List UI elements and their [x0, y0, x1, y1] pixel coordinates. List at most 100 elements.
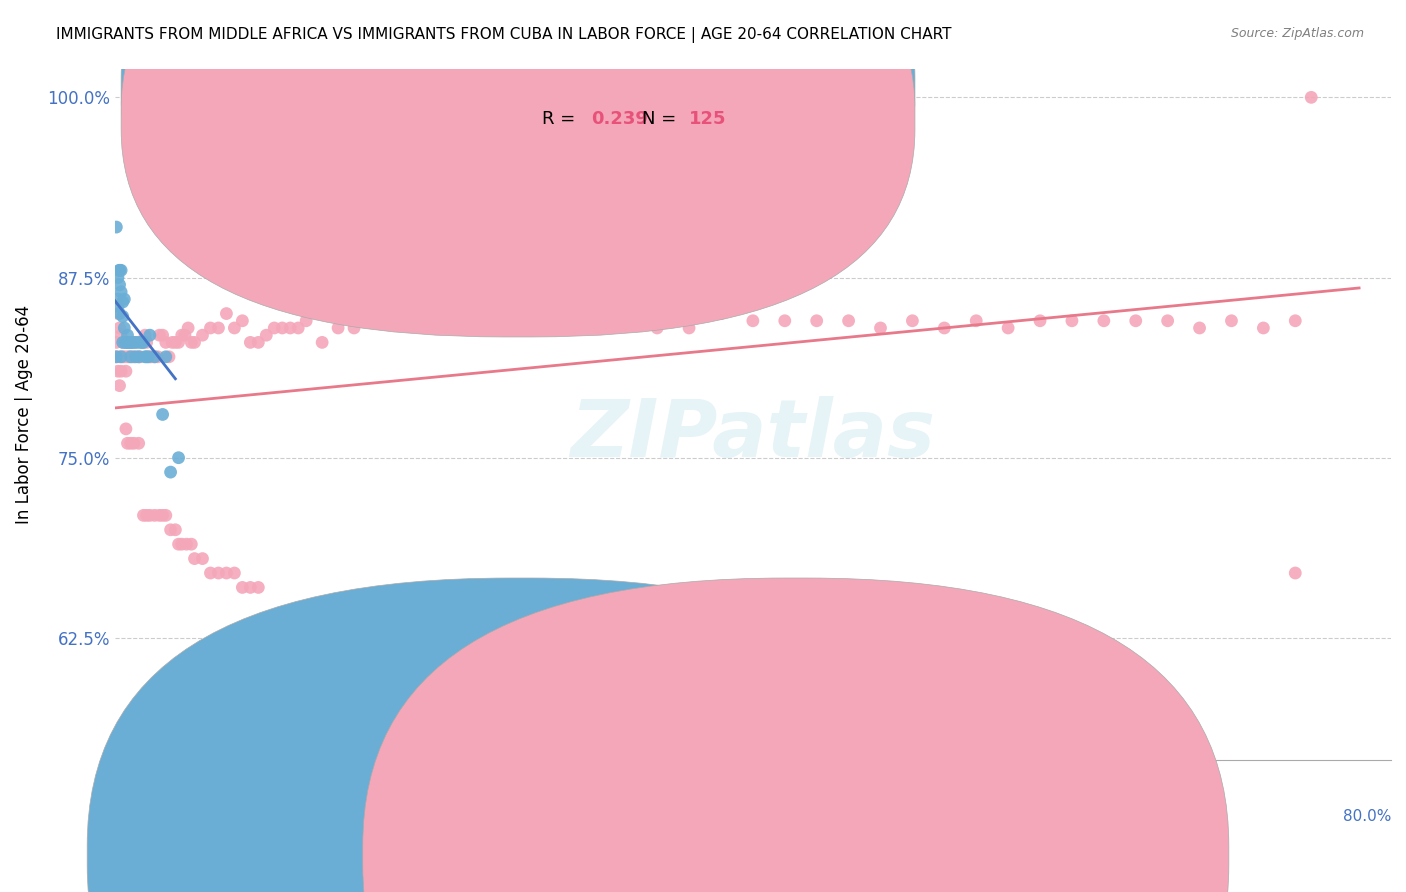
Text: 0.415: 0.415	[591, 78, 648, 97]
Point	[934, 321, 956, 335]
Point	[121, 350, 143, 364]
Point	[120, 350, 142, 364]
Point	[502, 307, 524, 321]
Point	[534, 314, 557, 328]
Text: N =: N =	[643, 110, 676, 128]
Point	[157, 350, 180, 364]
Text: 80.0%: 80.0%	[1343, 809, 1391, 824]
Point	[111, 310, 134, 324]
Point	[120, 335, 142, 350]
Point	[108, 263, 131, 277]
Point	[105, 220, 128, 235]
Point	[120, 335, 142, 350]
Point	[165, 523, 187, 537]
Point	[231, 314, 253, 328]
Point	[200, 566, 222, 580]
Point	[215, 307, 238, 321]
Point	[263, 321, 285, 335]
Point	[1060, 314, 1083, 328]
Point	[122, 350, 145, 364]
FancyBboxPatch shape	[475, 60, 789, 160]
Point	[278, 321, 301, 335]
Point	[111, 295, 134, 310]
Point	[117, 350, 139, 364]
Point	[142, 191, 165, 205]
Point	[121, 335, 143, 350]
Point	[359, 314, 381, 328]
Point	[108, 378, 131, 392]
Point	[135, 350, 157, 364]
Point	[278, 638, 301, 652]
Point	[110, 364, 132, 378]
Point	[111, 350, 134, 364]
Point	[134, 328, 156, 343]
Point	[128, 436, 150, 450]
Point	[174, 328, 197, 343]
Point	[110, 328, 132, 343]
Point	[131, 335, 153, 350]
Point	[120, 436, 142, 450]
Point	[105, 335, 128, 350]
Point	[111, 335, 134, 350]
Point	[183, 335, 205, 350]
Point	[741, 314, 763, 328]
Point	[1156, 314, 1178, 328]
Point	[160, 335, 183, 350]
Point	[1188, 321, 1211, 335]
Text: 0.239: 0.239	[591, 110, 648, 128]
Point	[112, 321, 135, 335]
Point	[148, 328, 170, 343]
Point	[645, 321, 668, 335]
Point	[124, 350, 146, 364]
Point	[224, 566, 246, 580]
Point	[200, 321, 222, 335]
Point	[139, 350, 162, 364]
Point	[159, 523, 181, 537]
Point	[177, 321, 200, 335]
Point	[295, 314, 318, 328]
Point	[110, 350, 132, 364]
Point	[118, 335, 141, 350]
Point	[439, 314, 461, 328]
Point	[326, 321, 349, 335]
Point	[406, 314, 429, 328]
Point	[125, 335, 148, 350]
Point	[134, 350, 156, 364]
Point	[224, 321, 246, 335]
Point	[614, 314, 637, 328]
Point	[110, 285, 132, 299]
Point	[1301, 90, 1323, 104]
Point	[1284, 314, 1306, 328]
Point	[1029, 314, 1052, 328]
Point	[105, 350, 128, 364]
Point	[180, 537, 202, 551]
Point	[115, 335, 138, 350]
Point	[152, 408, 174, 422]
Point	[112, 350, 135, 364]
Point	[170, 537, 193, 551]
Point	[136, 350, 159, 364]
Point	[806, 314, 828, 328]
Text: IMMIGRANTS FROM MIDDLE AFRICA VS IMMIGRANTS FROM CUBA IN LABOR FORCE | AGE 20-64: IMMIGRANTS FROM MIDDLE AFRICA VS IMMIGRA…	[56, 27, 952, 43]
Point	[143, 350, 166, 364]
Point	[170, 328, 193, 343]
Point	[139, 508, 162, 523]
Point	[901, 314, 924, 328]
Point	[135, 508, 157, 523]
Point	[239, 335, 262, 350]
Point	[108, 321, 131, 335]
Point	[152, 328, 174, 343]
Point	[141, 350, 163, 364]
Point	[129, 350, 152, 364]
Point	[112, 292, 135, 306]
Point	[423, 314, 446, 328]
Point	[550, 314, 572, 328]
Point	[159, 465, 181, 479]
Point	[343, 321, 366, 335]
Point	[295, 624, 318, 638]
Point	[174, 724, 197, 739]
Point	[146, 191, 169, 205]
Text: Immigrants from Cuba: Immigrants from Cuba	[813, 848, 986, 863]
Point	[122, 436, 145, 450]
Point	[287, 321, 309, 335]
